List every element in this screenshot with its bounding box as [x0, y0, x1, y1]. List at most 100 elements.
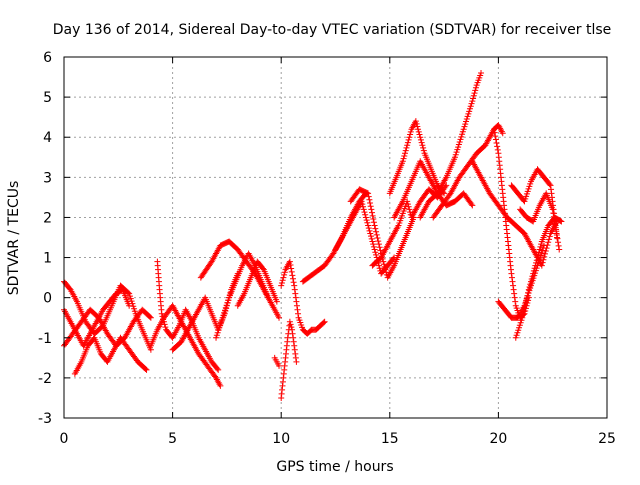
data-point — [454, 146, 461, 153]
data-point — [461, 123, 468, 130]
data-point — [492, 136, 499, 143]
data-point — [131, 308, 138, 315]
y-tick-label: -3 — [38, 411, 52, 427]
data-point — [494, 146, 501, 153]
data-point — [478, 70, 485, 77]
data-point — [213, 332, 220, 339]
data-point — [295, 310, 302, 317]
data-point — [259, 265, 266, 272]
data-point — [220, 312, 227, 319]
data-point — [214, 329, 221, 336]
data-point — [558, 218, 565, 225]
data-point — [402, 150, 409, 157]
data-point — [492, 133, 499, 140]
data-point — [540, 245, 547, 252]
data-point — [215, 366, 222, 373]
data-point — [371, 222, 378, 229]
series-track-f — [154, 258, 222, 373]
data-point — [550, 213, 557, 220]
data-point — [457, 136, 464, 143]
data-point — [420, 147, 427, 154]
series-track-j — [234, 258, 280, 309]
data-point — [130, 303, 137, 310]
data-point — [375, 262, 382, 269]
data-point — [221, 309, 228, 316]
data-point — [515, 327, 522, 334]
data-point — [523, 296, 530, 303]
data-point — [469, 98, 476, 105]
data-point — [369, 238, 376, 245]
data-point — [390, 255, 397, 262]
data-point — [218, 317, 225, 324]
data-point — [547, 182, 554, 189]
data-point — [217, 322, 224, 329]
data-point — [520, 308, 527, 315]
data-point — [289, 272, 296, 279]
data-point — [292, 350, 299, 357]
data-point — [520, 311, 527, 318]
data-point — [467, 103, 474, 110]
data-point — [468, 100, 475, 107]
data-point — [292, 294, 299, 301]
data-point — [126, 302, 133, 309]
series-track-a — [61, 278, 154, 353]
data-point — [406, 206, 413, 213]
data-point — [494, 143, 501, 150]
data-point — [221, 307, 228, 314]
data-point — [414, 123, 421, 130]
y-tick-label: 5 — [43, 90, 52, 106]
data-point — [527, 281, 534, 288]
data-point — [358, 198, 365, 205]
data-point — [215, 327, 222, 334]
data-point — [373, 251, 380, 258]
data-point — [290, 334, 297, 341]
data-point — [370, 243, 377, 250]
data-point — [464, 113, 471, 120]
data-point — [360, 203, 367, 210]
data-point — [401, 152, 408, 159]
data-point — [511, 294, 518, 301]
data-point — [223, 302, 230, 309]
data-point — [217, 382, 224, 389]
data-point — [127, 295, 134, 302]
data-point — [291, 282, 298, 289]
data-point — [452, 151, 459, 158]
x-tick-label: 10 — [272, 431, 290, 447]
series-track-p — [347, 186, 417, 281]
data-point — [468, 201, 475, 208]
y-tick-label: 1 — [43, 251, 52, 267]
data-point — [368, 235, 375, 242]
data-point — [380, 258, 387, 265]
data-point — [532, 262, 539, 269]
series-track-r — [386, 118, 448, 197]
data-point — [553, 228, 560, 235]
data-point — [286, 318, 293, 325]
data-point — [405, 203, 412, 210]
data-point — [224, 299, 231, 306]
data-point — [541, 250, 548, 257]
series-track-t — [417, 70, 485, 221]
x-tick-label: 5 — [168, 431, 177, 447]
data-point — [535, 249, 542, 256]
data-point — [546, 233, 553, 240]
data-point — [470, 92, 477, 99]
data-point — [508, 270, 515, 277]
data-point — [126, 293, 133, 300]
data-point — [541, 242, 548, 249]
data-point — [470, 95, 477, 102]
data-point — [530, 267, 537, 274]
data-point — [522, 195, 529, 202]
data-point — [554, 235, 561, 242]
data-point — [158, 310, 165, 317]
data-point — [370, 219, 377, 226]
data-point — [415, 128, 422, 135]
data-point — [537, 243, 544, 250]
data-point — [548, 186, 555, 193]
series-track-i — [213, 250, 272, 341]
data-point — [455, 141, 462, 148]
data-point — [537, 252, 544, 259]
data-point — [382, 266, 389, 273]
data-point — [222, 304, 229, 311]
data-point — [280, 274, 287, 281]
